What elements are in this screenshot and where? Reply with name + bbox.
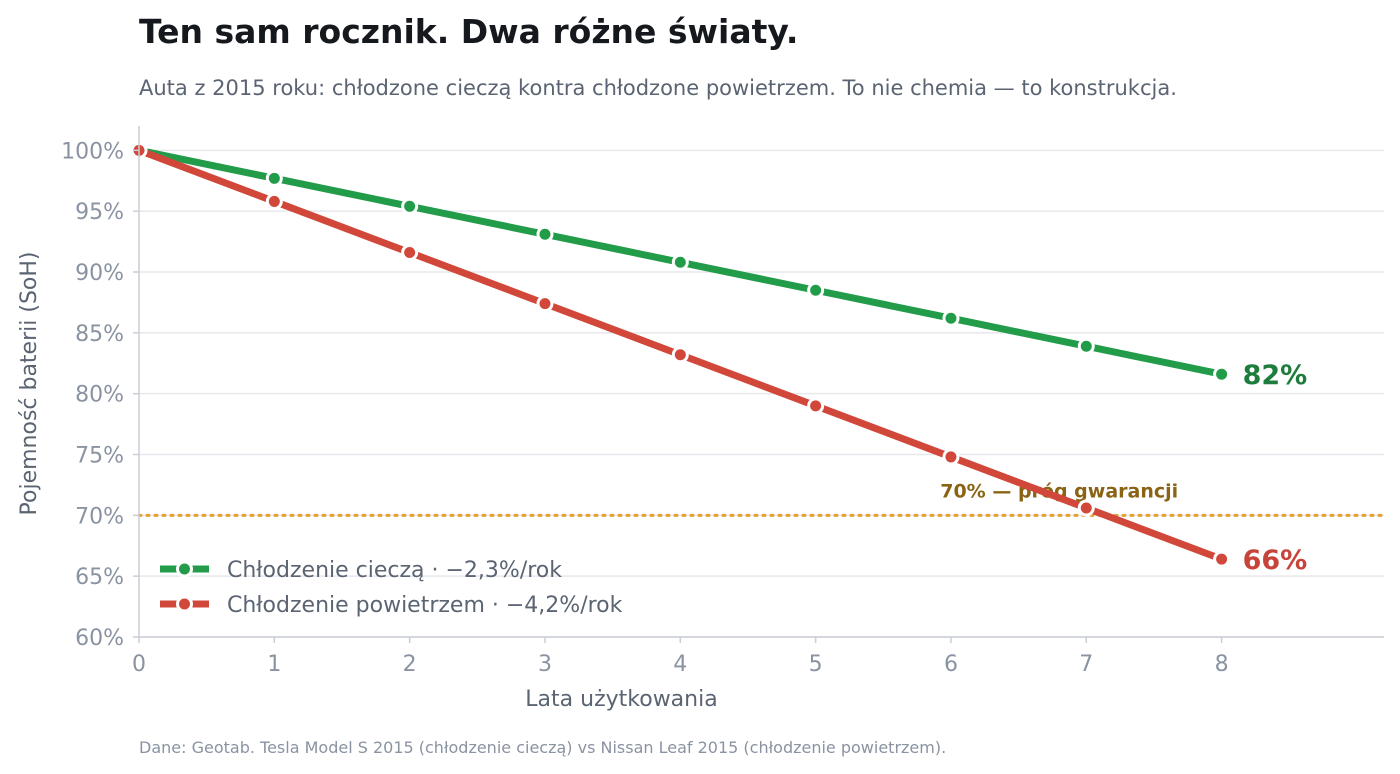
data-point: [671, 346, 689, 364]
data-point: [1077, 337, 1095, 355]
legend-label: Chłodzenie powietrzem · −4,2%/rok: [227, 593, 623, 618]
data-point: [536, 295, 554, 313]
legend-entry: Chłodzenie powietrzem · −4,2%/rok: [160, 593, 623, 618]
x-tick-label: 1: [267, 652, 281, 677]
data-point: [1213, 365, 1231, 383]
data-point: [401, 244, 419, 262]
legend: Chłodzenie cieczą · −2,3%/rok Chłodzenie …: [160, 558, 623, 618]
end-value-label: 66%: [1243, 545, 1308, 576]
data-point: [1213, 550, 1231, 568]
axes-layer: 60% 65% 70% 75% 80% 85% 90% 95% 100% 0 1 2 3 4 5 6 7 8 Lat…: [17, 126, 1384, 712]
x-tick-label: 8: [1215, 652, 1229, 677]
x-tick-label: 3: [538, 652, 552, 677]
y-tick-label: 90%: [75, 261, 124, 286]
series-1: 82%: [130, 141, 1308, 391]
x-tick-label: 5: [809, 652, 823, 677]
chart-subtitle: Auta z 2015 roku: chłodzone cieczą kontr…: [139, 76, 1177, 100]
data-point: [265, 192, 283, 210]
y-tick-label: 70%: [75, 504, 124, 529]
series-2: 66%: [130, 141, 1308, 576]
y-axis-label: Pojemność baterii (SoH): [17, 252, 42, 516]
y-tick-label: 65%: [75, 565, 124, 590]
x-tick-label: 7: [1079, 652, 1093, 677]
end-value-label: 82%: [1243, 360, 1308, 391]
data-point: [536, 225, 554, 243]
legend-marker: [176, 560, 193, 578]
data-point: [1077, 499, 1095, 517]
y-tick-label: 95%: [75, 200, 124, 225]
y-tick-label: 85%: [75, 322, 124, 347]
y-tick-label: 60%: [75, 626, 124, 651]
threshold-label: 70% — próg gwarancji: [940, 480, 1178, 502]
legend-label: Chłodzenie cieczą · −2,3%/rok: [227, 558, 562, 583]
threshold-layer: 70% — próg gwarancji: [137, 480, 1386, 517]
data-point: [807, 281, 825, 299]
source-note: Dane: Geotab. Tesla Model S 2015 (chłodz…: [139, 738, 947, 757]
legend-marker: [176, 595, 193, 613]
y-tick-label: 80%: [75, 383, 124, 408]
data-point: [671, 253, 689, 271]
y-tick-label: 75%: [75, 444, 124, 469]
x-tick-label: 0: [132, 652, 146, 677]
data-point: [401, 197, 419, 215]
data-point: [265, 169, 283, 187]
x-tick-label: 6: [944, 652, 958, 677]
series-layer: 82% 66%: [130, 141, 1308, 576]
data-point: [942, 309, 960, 327]
legend-entry: Chłodzenie cieczą · −2,3%/rok: [160, 558, 562, 583]
y-tick-label: 100%: [61, 139, 124, 164]
data-point: [807, 397, 825, 415]
x-tick-label: 2: [403, 652, 417, 677]
data-point: [942, 448, 960, 466]
x-tick-label: 4: [673, 652, 687, 677]
chart-title: Ten sam rocznik. Dwa różne światy.: [139, 12, 799, 51]
x-axis-label: Lata użytkowania: [525, 687, 717, 712]
